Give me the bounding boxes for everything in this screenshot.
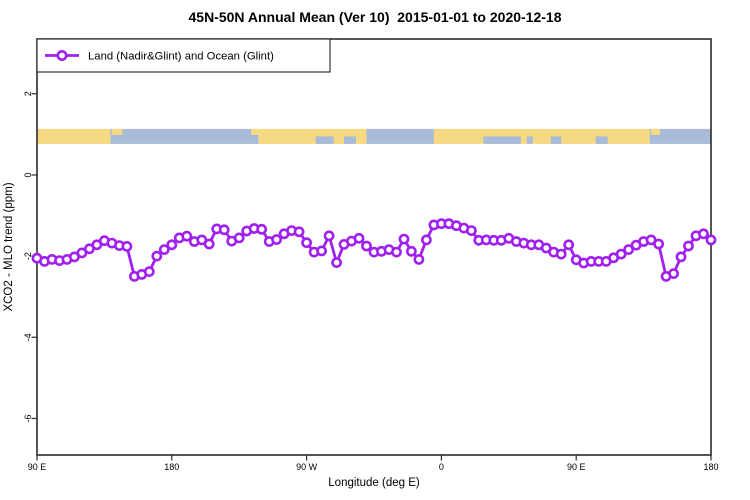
map-band-segment-land <box>37 128 111 144</box>
y-tick-label: 0 <box>23 172 33 177</box>
y-tick-label: -2 <box>23 252 33 260</box>
x-tick-label: 90 E <box>567 462 586 472</box>
y-axis-title: XCO2 - MLO trend (ppm) <box>3 182 15 311</box>
data-point-marker <box>405 245 417 257</box>
x-tick-label: 90 E <box>28 462 47 472</box>
data-point-marker <box>653 238 664 250</box>
data-point-marker <box>668 268 679 279</box>
map-band-segment-ocean <box>649 128 711 144</box>
data-point-marker <box>316 245 327 257</box>
x-tick-label: 180 <box>703 462 718 472</box>
data-point-marker <box>623 244 634 255</box>
data-point-marker <box>203 238 215 250</box>
data-point-marker <box>256 223 268 235</box>
data-point-marker <box>293 226 305 238</box>
island-patch-sakhalin-kuril <box>111 128 123 135</box>
x-tick-label: 90 W <box>296 462 318 472</box>
plot-border <box>36 38 712 456</box>
data-point-marker <box>158 244 170 255</box>
map-band-segment-ocean <box>110 128 259 144</box>
axes: 90 E 180 90 W 0 90 E 180 2 0 -2 -4 -6 <box>23 38 719 472</box>
data-point-marker <box>331 257 342 268</box>
chart-title: 45N-50N Annual Mean (Ver 10) 2015-01-01 … <box>188 9 562 25</box>
y-tick-label: -4 <box>23 333 33 341</box>
x-axis-title: Longitude (deg E) <box>328 477 420 489</box>
lake-patch-aral-sea <box>526 136 533 144</box>
x-tick-label: 0 <box>439 462 444 472</box>
data-point-marker <box>413 253 425 265</box>
data-point-marker <box>271 234 282 245</box>
data-point-marker <box>151 250 163 262</box>
data-point-marker <box>301 237 312 249</box>
legend-box <box>36 38 331 73</box>
map-band-segment-land <box>433 128 650 144</box>
island-patch-sakhalin-kuril-2 <box>651 128 661 135</box>
data-point-marker <box>698 228 709 240</box>
map-band-segment-land <box>258 128 367 144</box>
data-point-marker <box>323 230 335 242</box>
data-point-marker <box>181 230 193 242</box>
data-point-marker <box>353 232 365 244</box>
x-tick-label: 180 <box>164 462 179 472</box>
data-point-marker <box>233 232 245 244</box>
data-point-marker <box>121 240 133 252</box>
legend: Land (Nadir&Glint) and Ocean (Glint) <box>36 38 331 73</box>
map-band-segment-ocean <box>366 128 434 144</box>
data-point-marker <box>361 240 372 252</box>
lake-patch-lake-balkhash <box>550 136 562 144</box>
y-tick-label: 2 <box>23 91 33 96</box>
data-point-marker <box>166 239 178 251</box>
data-point-marker <box>555 248 567 260</box>
data-point-marker <box>391 246 402 258</box>
data-series <box>31 218 717 282</box>
data-point-marker <box>563 239 575 251</box>
island-patch-vancouver-island <box>251 128 259 135</box>
data-point-marker <box>420 234 432 246</box>
data-point-marker <box>705 234 717 246</box>
data-point-marker <box>218 224 230 236</box>
lake-patch-black-caspian-sea <box>483 136 521 144</box>
data-point-marker <box>615 248 627 260</box>
data-point-marker <box>675 251 687 263</box>
y-tick-label: -6 <box>23 414 33 422</box>
lake-patch-lake-baikal <box>595 136 608 144</box>
legend-marker-icon <box>56 49 68 61</box>
map-band <box>37 128 711 144</box>
lake-patch-great-lakes <box>315 136 334 144</box>
data-point-marker <box>143 266 155 277</box>
data-point-marker <box>398 233 410 245</box>
legend-label: Land (Nadir&Glint) and Ocean (Glint) <box>88 51 274 63</box>
lake-patch-gulf-of-st-lawrence <box>344 136 357 144</box>
data-point-marker <box>465 225 477 236</box>
data-point-marker <box>683 240 694 252</box>
